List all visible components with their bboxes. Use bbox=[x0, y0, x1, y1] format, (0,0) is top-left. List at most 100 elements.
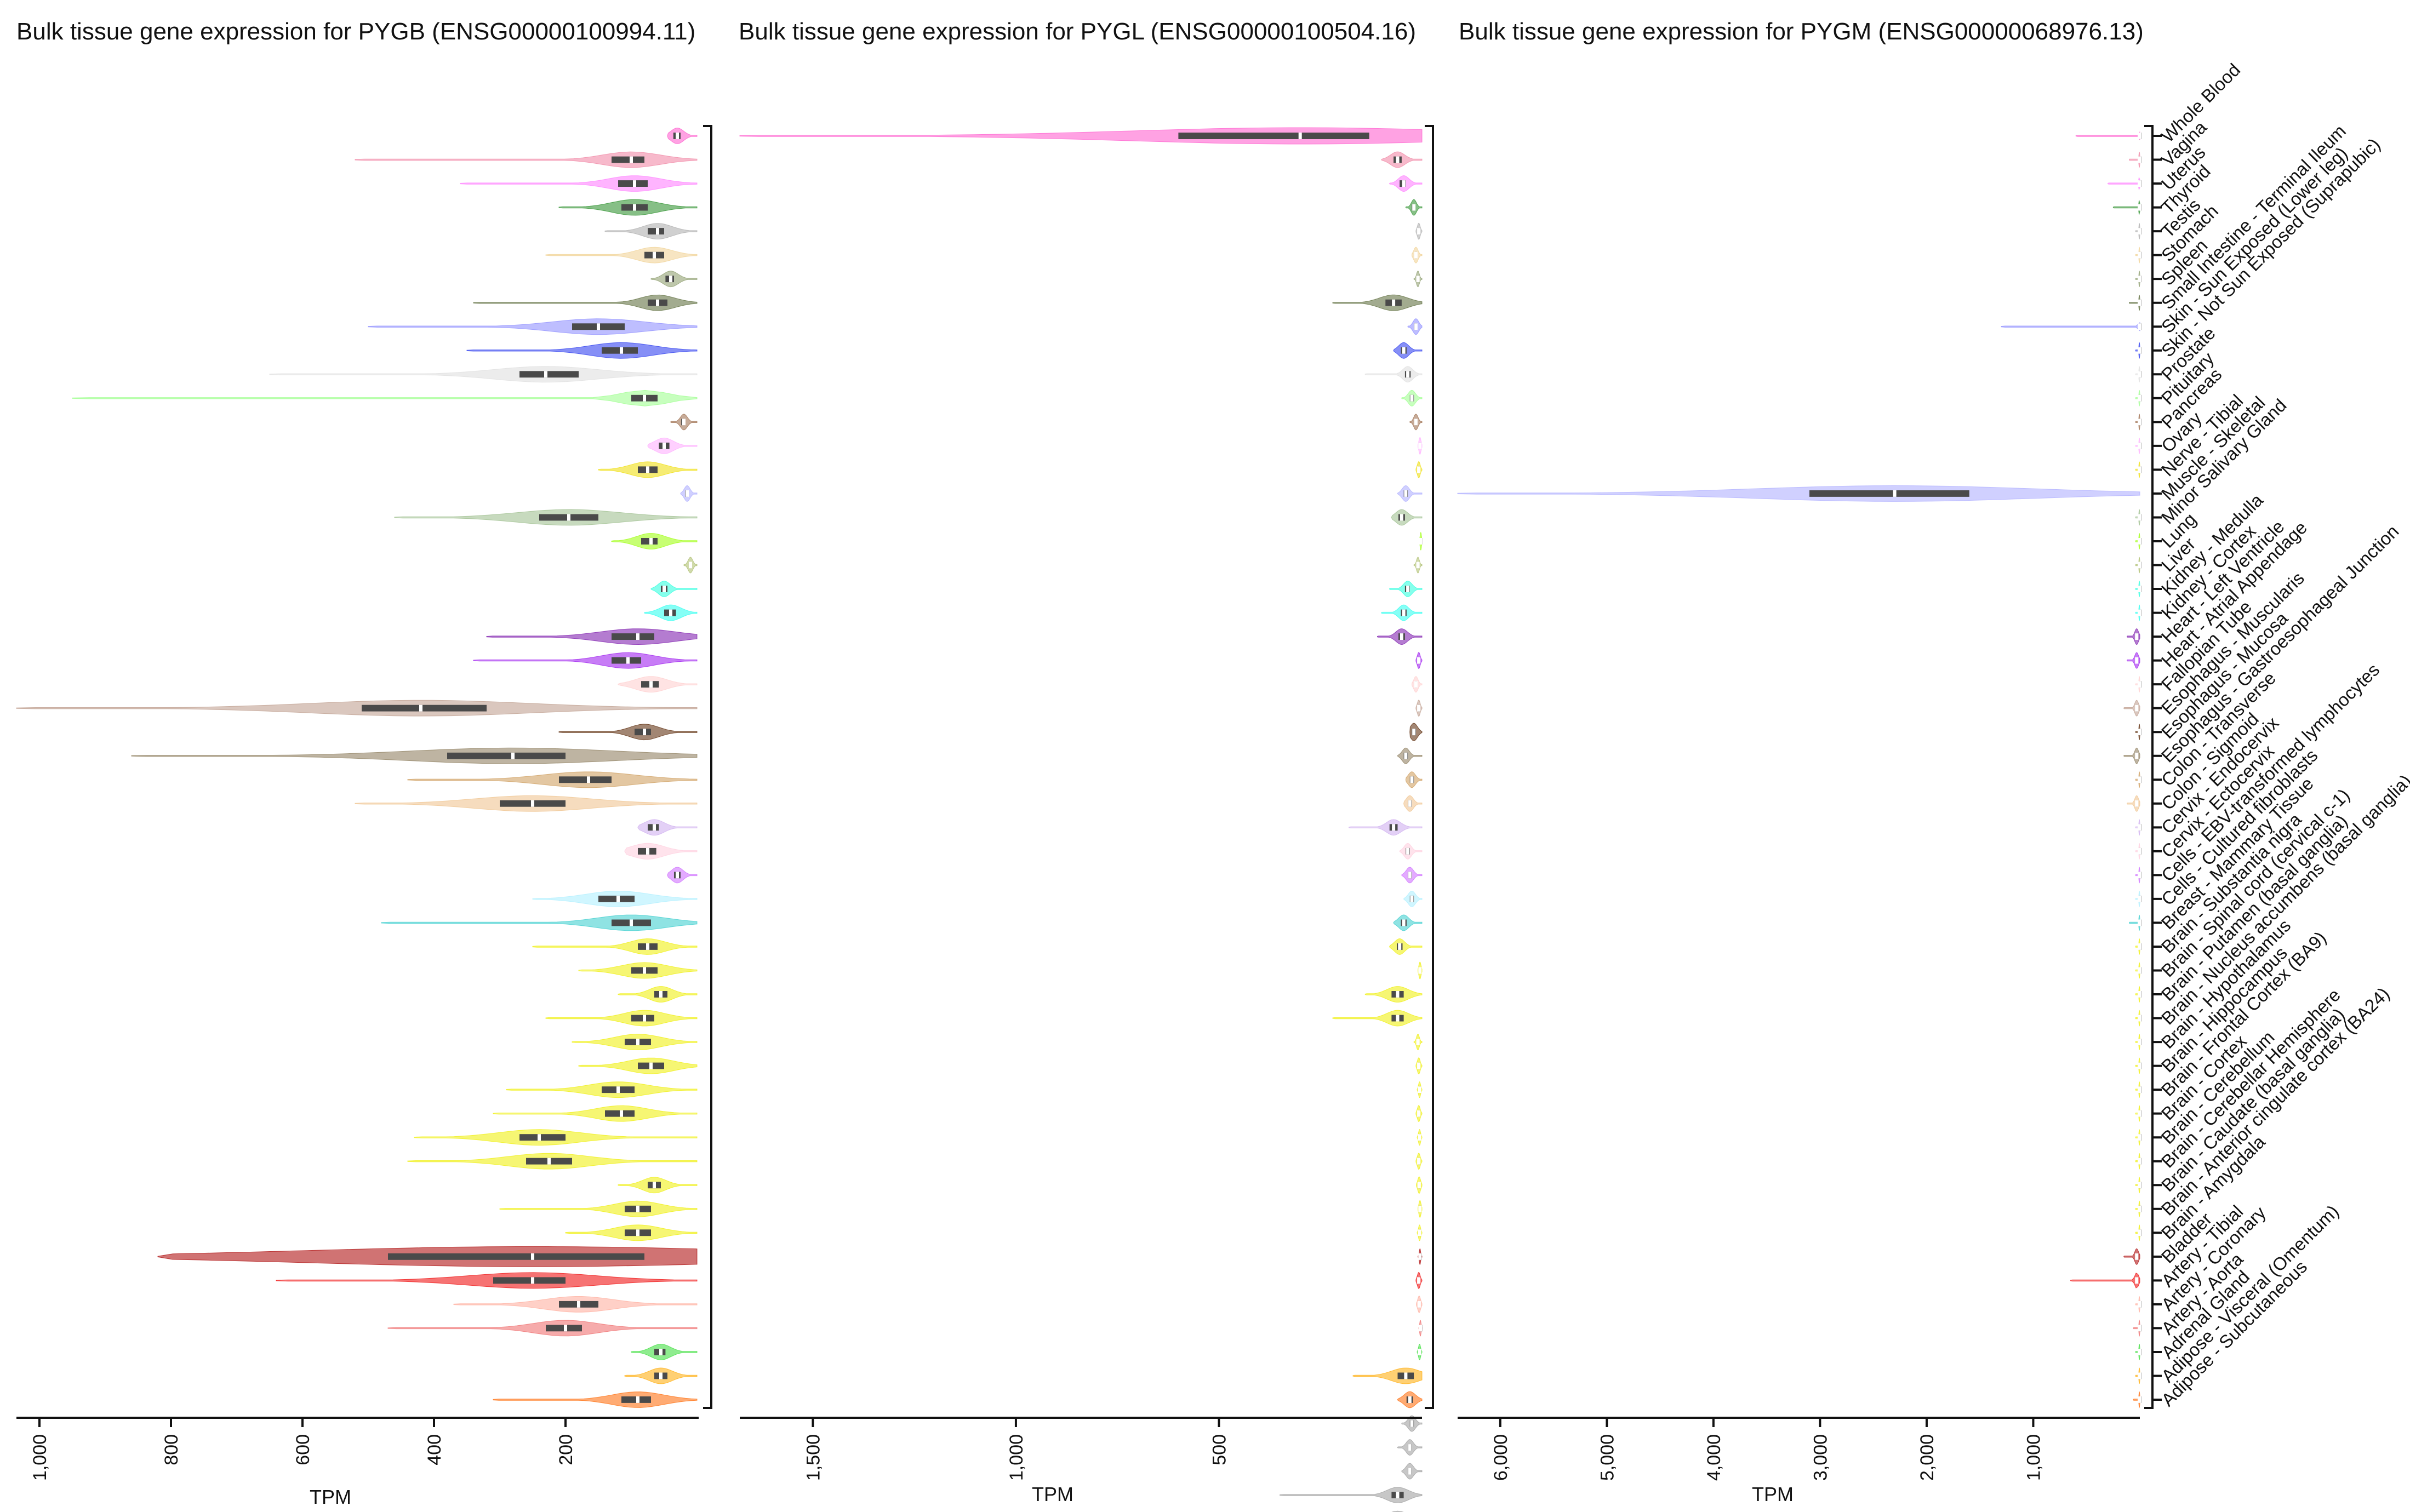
median-mark-pygl-39 bbox=[1416, 1039, 1420, 1045]
violin-pygb-49 bbox=[276, 1272, 698, 1289]
median-mark-pygb-18 bbox=[649, 538, 653, 545]
panel-title-pygb: Bulk tissue gene expression for PYGB (EN… bbox=[16, 18, 695, 45]
median-mark-pygl-54 bbox=[1408, 1396, 1412, 1403]
median-mark-pygb-36 bbox=[643, 967, 646, 974]
median-mark-pygb-20 bbox=[663, 586, 666, 592]
violin-pygl-30 bbox=[1349, 819, 1423, 836]
median-mark-pygb-28 bbox=[587, 776, 590, 783]
median-mark-pygb-31 bbox=[646, 847, 649, 855]
median-mark-pygl-25 bbox=[1417, 705, 1421, 712]
median-mark-pygl-15 bbox=[1417, 466, 1421, 473]
x-tick-label-pygl-1500: 1,500 bbox=[803, 1434, 824, 1481]
median-mark-pygm-17 bbox=[2138, 514, 2141, 521]
violin-pygm-27 bbox=[2123, 747, 2140, 764]
median-mark-pygb-46 bbox=[636, 1205, 639, 1212]
violin-pygl-3 bbox=[1389, 175, 1423, 192]
median-mark-pygl-50 bbox=[1417, 1301, 1421, 1308]
violin-pygl-31 bbox=[1399, 843, 1423, 860]
median-mark-pygm-19 bbox=[2138, 562, 2141, 569]
violin-pygm-22 bbox=[2127, 628, 2140, 645]
violin-pygl-35 bbox=[1389, 938, 1423, 955]
violin-pygb-20 bbox=[650, 581, 698, 598]
median-mark-pygl-45 bbox=[1417, 1182, 1421, 1189]
median-mark-pygl-53 bbox=[1404, 1372, 1408, 1379]
iqr-box-pygb-27 bbox=[447, 752, 566, 759]
violin-pygl-58 bbox=[1280, 1487, 1423, 1504]
y-axis-pygl bbox=[1425, 125, 1434, 1409]
violin-pygb-51 bbox=[387, 1320, 698, 1337]
panel-pygm: Bulk tissue gene expression for PYGM (EN… bbox=[1457, 18, 2154, 1505]
violin-pygb-31 bbox=[624, 843, 698, 860]
median-mark-pygm-8 bbox=[2138, 299, 2141, 306]
median-mark-pygb-43 bbox=[538, 1134, 541, 1141]
median-mark-pygm-48 bbox=[2135, 1253, 2139, 1260]
violin-pygb-1 bbox=[667, 128, 698, 144]
median-mark-pygb-26 bbox=[643, 729, 646, 736]
violin-pygb-22 bbox=[486, 628, 698, 645]
violin-pygb-8 bbox=[473, 294, 698, 311]
median-mark-pygb-9 bbox=[597, 323, 600, 330]
x-tick-label-pygb-200: 200 bbox=[556, 1434, 576, 1465]
iqr-box-pygb-25 bbox=[362, 705, 487, 712]
median-mark-pygl-17 bbox=[1400, 514, 1403, 521]
median-mark-pygl-9 bbox=[1414, 323, 1418, 330]
x-tick-label-pygm-4000: 4,000 bbox=[1704, 1434, 1724, 1481]
median-mark-pygl-27 bbox=[1404, 752, 1408, 759]
median-mark-pygm-42 bbox=[2138, 1110, 2141, 1117]
median-mark-pygm-41 bbox=[2138, 1086, 2141, 1093]
median-mark-pygb-11 bbox=[544, 371, 547, 378]
median-mark-pygl-28 bbox=[1410, 776, 1414, 783]
violin-pygl-34 bbox=[1393, 914, 1423, 931]
violin-pygb-10 bbox=[466, 342, 698, 359]
x-ticks-pygm: 6,000 5,000 4,000 3,000 2,000 1,000 bbox=[1490, 1418, 2044, 1481]
median-mark-pygl-30 bbox=[1392, 824, 1396, 831]
median-mark-pygl-36 bbox=[1418, 967, 1422, 974]
iqr-box-pygb-2 bbox=[612, 156, 644, 163]
violin-pygb-23 bbox=[473, 652, 698, 669]
median-mark-pygb-8 bbox=[656, 299, 659, 306]
median-mark-pygm-9 bbox=[2138, 323, 2141, 330]
median-mark-pygb-2 bbox=[630, 156, 633, 163]
median-mark-pygm-6 bbox=[2138, 251, 2141, 259]
median-mark-pygl-4 bbox=[1412, 204, 1416, 211]
median-mark-pygl-11 bbox=[1406, 371, 1410, 378]
median-mark-pygb-29 bbox=[531, 800, 534, 807]
median-mark-pygl-24 bbox=[1414, 681, 1418, 688]
median-mark-pygb-34 bbox=[630, 919, 633, 926]
violin-pygb-9 bbox=[368, 318, 698, 335]
median-mark-pygb-17 bbox=[567, 514, 570, 521]
median-mark-pygm-44 bbox=[2138, 1158, 2141, 1165]
violin-pygl-38 bbox=[1332, 1010, 1423, 1027]
median-mark-pygb-24 bbox=[649, 681, 653, 688]
violin-pygb-46 bbox=[499, 1200, 698, 1217]
x-tick-label-pygb-600: 600 bbox=[293, 1434, 313, 1465]
median-mark-pygl-38 bbox=[1396, 1015, 1400, 1022]
violin-pygb-26 bbox=[558, 724, 698, 741]
median-mark-pygl-37 bbox=[1396, 991, 1400, 998]
median-mark-pygl-34 bbox=[1402, 919, 1406, 926]
iqr-box-pygl-1 bbox=[1178, 133, 1369, 139]
violin-pygl-1 bbox=[739, 127, 1423, 145]
iqr-box-pygb-11 bbox=[519, 371, 579, 378]
median-mark-pygb-33 bbox=[616, 895, 620, 902]
violin-pygb-12 bbox=[72, 390, 698, 406]
median-mark-pygm-49 bbox=[2135, 1277, 2139, 1284]
panel-pygb: Bulk tissue gene expression for PYGB (EN… bbox=[16, 18, 712, 1508]
median-mark-pygb-14 bbox=[663, 442, 666, 449]
violin-marks-pygl bbox=[739, 127, 1423, 1512]
median-mark-pygl-14 bbox=[1418, 442, 1422, 449]
median-mark-pygl-40 bbox=[1417, 1062, 1421, 1069]
median-mark-pygm-27 bbox=[2135, 752, 2139, 759]
x-tick-label-pygm-5000: 5,000 bbox=[1597, 1434, 1618, 1481]
median-mark-pygm-22 bbox=[2135, 633, 2139, 640]
median-mark-pygl-1 bbox=[1298, 133, 1302, 139]
median-mark-pygl-5 bbox=[1417, 228, 1421, 235]
median-mark-pygm-37 bbox=[2138, 991, 2141, 998]
median-mark-pygm-15 bbox=[2138, 466, 2141, 473]
median-mark-pygb-51 bbox=[564, 1325, 567, 1332]
x-tick-label-pygm-2000: 2,000 bbox=[1917, 1434, 1938, 1481]
median-mark-pygl-31 bbox=[1406, 847, 1410, 855]
iqr-box-pygb-43 bbox=[519, 1134, 566, 1141]
y-axis-pygb bbox=[703, 125, 712, 1409]
